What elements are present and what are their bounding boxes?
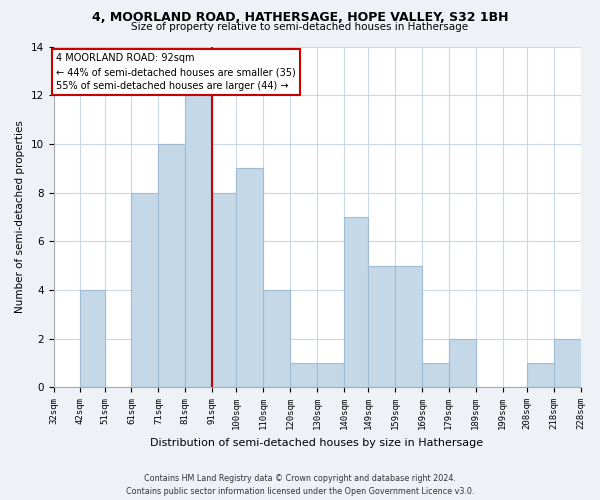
Bar bbox=[212, 192, 236, 387]
Bar bbox=[422, 363, 449, 387]
Bar bbox=[368, 266, 395, 387]
Text: Size of property relative to semi-detached houses in Hathersage: Size of property relative to semi-detach… bbox=[131, 22, 469, 32]
Bar bbox=[185, 95, 212, 387]
Bar bbox=[344, 217, 368, 387]
Bar bbox=[158, 144, 185, 387]
Bar bbox=[263, 290, 290, 387]
Bar bbox=[236, 168, 263, 387]
Bar bbox=[395, 266, 422, 387]
Bar bbox=[290, 363, 317, 387]
Bar bbox=[554, 338, 581, 387]
Text: Contains HM Land Registry data © Crown copyright and database right 2024.
Contai: Contains HM Land Registry data © Crown c… bbox=[126, 474, 474, 496]
Y-axis label: Number of semi-detached properties: Number of semi-detached properties bbox=[15, 120, 25, 314]
Bar bbox=[317, 363, 344, 387]
X-axis label: Distribution of semi-detached houses by size in Hathersage: Distribution of semi-detached houses by … bbox=[151, 438, 484, 448]
Bar bbox=[131, 192, 158, 387]
Text: 4, MOORLAND ROAD, HATHERSAGE, HOPE VALLEY, S32 1BH: 4, MOORLAND ROAD, HATHERSAGE, HOPE VALLE… bbox=[92, 11, 508, 24]
Bar bbox=[527, 363, 554, 387]
Bar bbox=[449, 338, 476, 387]
Text: 4 MOORLAND ROAD: 92sqm
← 44% of semi-detached houses are smaller (35)
55% of sem: 4 MOORLAND ROAD: 92sqm ← 44% of semi-det… bbox=[56, 54, 296, 92]
Bar bbox=[80, 290, 104, 387]
